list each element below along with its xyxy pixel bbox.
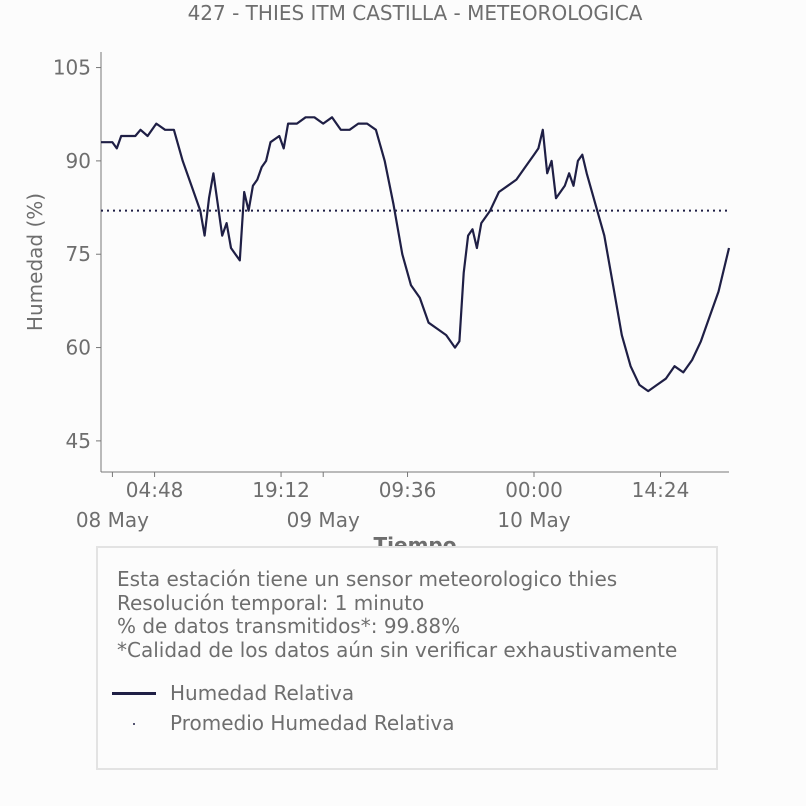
station-info: Esta estación tiene un sensor meteorolog…	[117, 567, 678, 662]
legend-label-mean: Promedio Humedad Relativa	[170, 711, 455, 735]
humidity-chart: 427 - THIES ITM CASTILLA - METEOROLOGICA…	[23, 1, 731, 532]
y-axis-ticks: 45 60 75 90 105	[53, 56, 101, 453]
x-tick-label-date: 09 May	[287, 508, 360, 532]
y-tick-label: 45	[66, 429, 91, 453]
x-tick-label-time: 14:24	[632, 478, 690, 502]
x-tick-label-time: 19:12	[252, 478, 310, 502]
y-tick-label: 60	[66, 336, 91, 360]
x-tick-label-date: 10 May	[497, 508, 570, 532]
y-axis-label: Humedad (%)	[23, 193, 47, 331]
y-tick-label: 90	[66, 149, 91, 173]
x-tick-label-time: 09:36	[379, 478, 437, 502]
series-humedad-relativa-line	[101, 116, 731, 393]
info-line-transmitted: % de datos transmitidos*: 99.88%	[117, 614, 461, 638]
info-line-quality: *Calidad de los datos aún sin verificar …	[117, 637, 678, 662]
y-tick-label: 75	[66, 242, 91, 266]
series-group	[101, 116, 731, 393]
info-line-resolution: Resolución temporal: 1 minuto	[117, 590, 425, 615]
y-tick-label: 105	[53, 56, 91, 80]
legend-swatch-solid-line	[112, 680, 156, 710]
x-tick-label-date: 08 May	[76, 508, 149, 532]
legend-swatch-dotted-line	[112, 710, 156, 740]
x-tick-label-time: 00:00	[505, 478, 563, 502]
x-axis-ticks: 04:48 19:12 09:36 00:00 14:24 08 May 09 May 10 …	[76, 472, 689, 532]
chart-title: 427 - THIES ITM CASTILLA - METEOROLOGICA	[188, 1, 643, 25]
info-line-sensor: Esta estación tiene un sensor meteorolog…	[117, 567, 618, 591]
axes	[100, 52, 729, 473]
legend-label-humidity: Humedad Relativa	[170, 681, 355, 705]
info-box: Esta estación tiene un sensor meteorolog…	[96, 546, 718, 770]
x-tick-label-time: 04:48	[126, 478, 184, 502]
